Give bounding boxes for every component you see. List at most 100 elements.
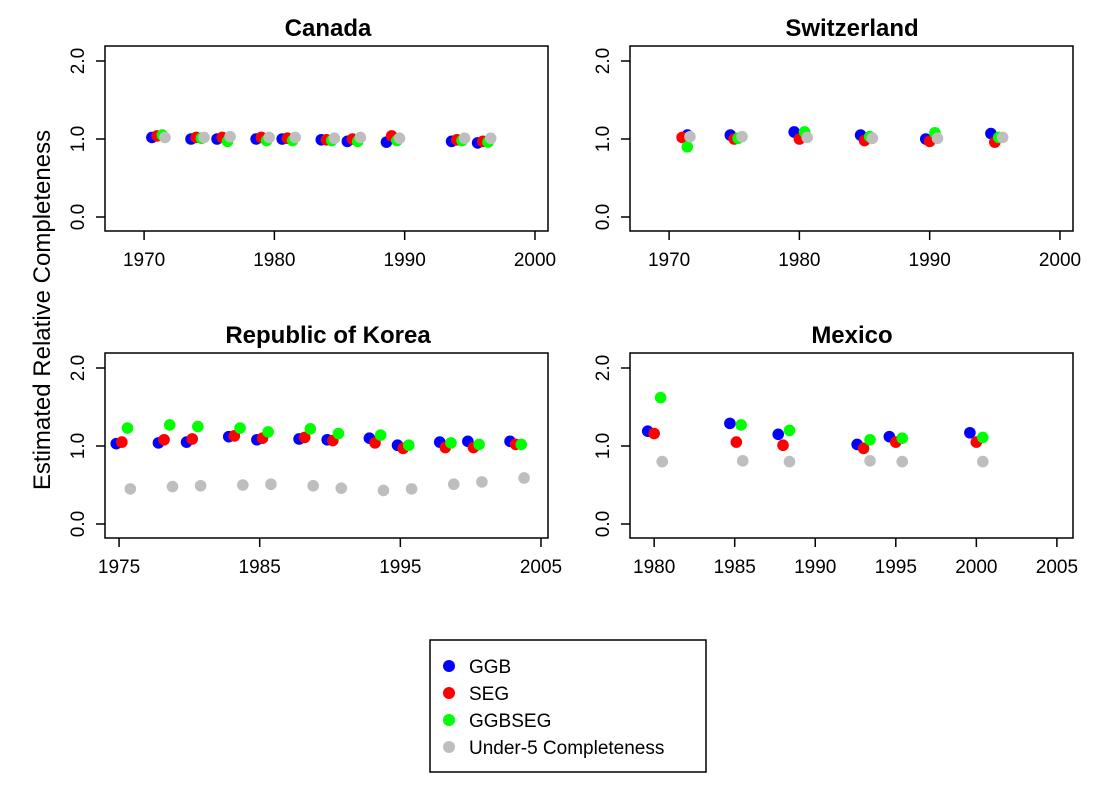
x-tick-label: 1980 <box>253 250 295 271</box>
point-ggbseg <box>473 438 485 451</box>
point-ggbseg <box>976 431 989 444</box>
x-tick-label: 1970 <box>648 250 690 271</box>
point-ggbseg <box>445 437 457 449</box>
legend-label-ggbseg: GGBSEG <box>469 711 551 732</box>
y-tick-label: 0.0 <box>68 511 89 537</box>
point-ggbseg <box>332 427 345 440</box>
x-tick-label: 1970 <box>123 250 165 271</box>
point-under-5-completeness <box>996 131 1009 144</box>
point-seg <box>648 427 660 440</box>
point-under-5-completeness <box>354 131 367 144</box>
point-seg <box>158 433 170 446</box>
y-tick-label: 2.0 <box>593 48 614 74</box>
point-under-5-completeness <box>328 132 341 145</box>
panel-republic-of-korea: Republic of Korea 1975 1985 1995 2005 0.0 1.0… <box>68 322 562 578</box>
point-ggbseg <box>864 433 876 446</box>
point-under-5-completeness <box>801 131 813 144</box>
point-ggbseg <box>515 438 528 451</box>
panel-title: Switzerland <box>785 15 918 42</box>
y-axis-label: Estimated Relative Completeness <box>29 130 56 490</box>
y-tick-label: 0.0 <box>593 204 614 230</box>
y-tick-label: 2.0 <box>68 48 89 74</box>
point-ggb <box>724 417 736 430</box>
point-under-5-completeness <box>783 455 796 468</box>
point-under-5-completeness <box>518 472 530 484</box>
x-tick-label: 1990 <box>794 557 836 578</box>
panel-title: Mexico <box>811 322 892 349</box>
point-under-5-completeness <box>289 131 302 144</box>
y-tick-label: 1.0 <box>593 433 614 459</box>
point-under-5-completeness <box>896 455 909 468</box>
point-under-5-completeness <box>124 483 137 495</box>
point-under-5-completeness <box>656 455 669 468</box>
y-tick-label: 0.0 <box>593 511 614 537</box>
y-tick-label: 1.0 <box>68 433 89 459</box>
y-tick-label: 0.0 <box>68 204 89 230</box>
y-tick-label: 1.0 <box>68 126 89 152</box>
point-ggbseg <box>163 419 176 431</box>
legend: GGB SEG GGBSEG Under-5 Completeness <box>429 639 707 773</box>
point-under-5-completeness <box>976 455 989 468</box>
x-tick-label: 2005 <box>1036 557 1078 578</box>
x-tick-label: 1995 <box>379 557 421 578</box>
x-tick-label: 1985 <box>714 557 756 578</box>
legend-box <box>429 639 707 773</box>
point-ggbseg <box>121 422 134 434</box>
point-seg <box>730 436 743 448</box>
point-under-5-completeness <box>684 130 696 143</box>
x-tick-label: 2000 <box>955 557 997 578</box>
point-seg <box>298 431 311 444</box>
point-under-5-completeness <box>736 130 748 143</box>
point-ggb <box>964 426 976 439</box>
legend-label-under5: Under-5 Completeness <box>469 738 664 759</box>
x-tick-label: 2000 <box>1039 250 1081 271</box>
point-under-5-completeness <box>198 131 210 144</box>
panel-title: Canada <box>285 15 372 42</box>
x-tick-label: 1975 <box>98 557 140 578</box>
point-under-5-completeness <box>864 455 876 467</box>
point-seg <box>777 439 789 452</box>
panel-mexico: Mexico 1980 1985 1990 1995 2000 2005 0.0 1.0 2.0 <box>593 322 1078 578</box>
panel-title: Republic of Korea <box>225 322 431 349</box>
point-ggb <box>772 428 785 441</box>
x-tick-label: 2005 <box>520 557 562 578</box>
point-under-5-completeness <box>263 131 275 144</box>
point-under-5-completeness <box>866 132 879 145</box>
point-ggbseg <box>735 419 747 431</box>
y-tick-label: 2.0 <box>593 355 614 381</box>
x-tick-label: 2000 <box>514 250 556 271</box>
point-seg <box>186 433 198 445</box>
point-ggbseg <box>192 420 204 433</box>
point-under-5-completeness <box>159 131 171 144</box>
point-under-5-completeness <box>194 479 207 492</box>
panel-canada: Canada 1970 1980 1990 2000 0.0 1.0 2.0 <box>68 15 556 271</box>
point-under-5-completeness <box>335 482 348 494</box>
y-tick-label: 2.0 <box>68 355 89 381</box>
point-seg <box>857 442 870 455</box>
x-tick-label: 1995 <box>875 557 917 578</box>
point-ggbseg <box>654 391 667 404</box>
x-tick-label: 1980 <box>633 557 675 578</box>
point-ggbseg <box>374 429 387 441</box>
y-tick-label: 1.0 <box>593 126 614 152</box>
point-under-5-completeness <box>447 478 460 491</box>
point-ggbseg <box>896 432 909 445</box>
point-under-5-completeness <box>458 132 471 145</box>
point-under-5-completeness <box>166 480 179 493</box>
x-tick-label: 1990 <box>384 250 426 271</box>
point-under-5-completeness <box>476 476 488 488</box>
point-under-5-completeness <box>736 455 749 467</box>
point-ggbseg <box>262 426 274 438</box>
point-ggbseg <box>681 141 694 153</box>
point-ggbseg <box>402 439 415 452</box>
point-under-5-completeness <box>931 132 944 145</box>
legend-marker-ggb <box>443 660 455 672</box>
legend-label-seg: SEG <box>469 684 509 705</box>
point-under-5-completeness <box>377 484 390 497</box>
panel-switzerland: Switzerland 1970 1980 1990 2000 0.0 1.0 2.0 <box>593 15 1081 271</box>
point-under-5-completeness <box>307 479 319 492</box>
point-ggbseg <box>304 423 317 435</box>
x-tick-label: 1980 <box>778 250 820 271</box>
point-under-5-completeness <box>265 478 277 491</box>
